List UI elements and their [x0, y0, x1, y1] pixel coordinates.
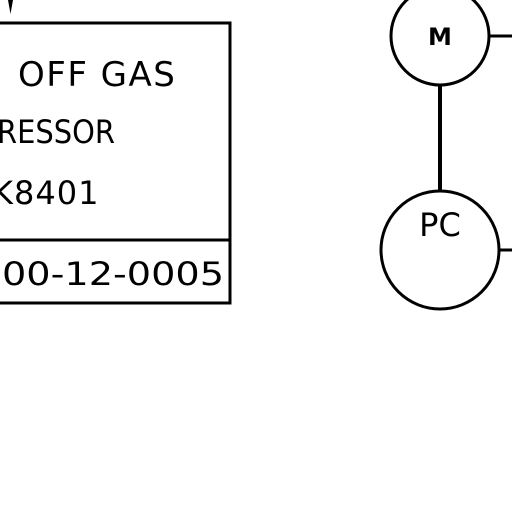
- equipment-name-line1: OFF GAS: [18, 55, 176, 95]
- inlet-arrow-icon: [8, 0, 13, 14]
- instrument-bubble-pc-label: PC: [419, 206, 461, 244]
- equipment-name-line2: RESSOR: [0, 113, 115, 151]
- instrument-bubble-pc: PC: [379, 189, 512, 311]
- instrument-bubble-m: M: [389, 0, 512, 87]
- instrument-bubble-m-label: M: [428, 23, 452, 51]
- equipment-id: K8401: [0, 174, 99, 212]
- equipment-box-outline: [0, 21, 232, 305]
- equipment-tag-number: 00-12-0005: [2, 255, 224, 293]
- equipment-box: OFF GAS RESSOR K8401 00-12-0005: [0, 0, 232, 305]
